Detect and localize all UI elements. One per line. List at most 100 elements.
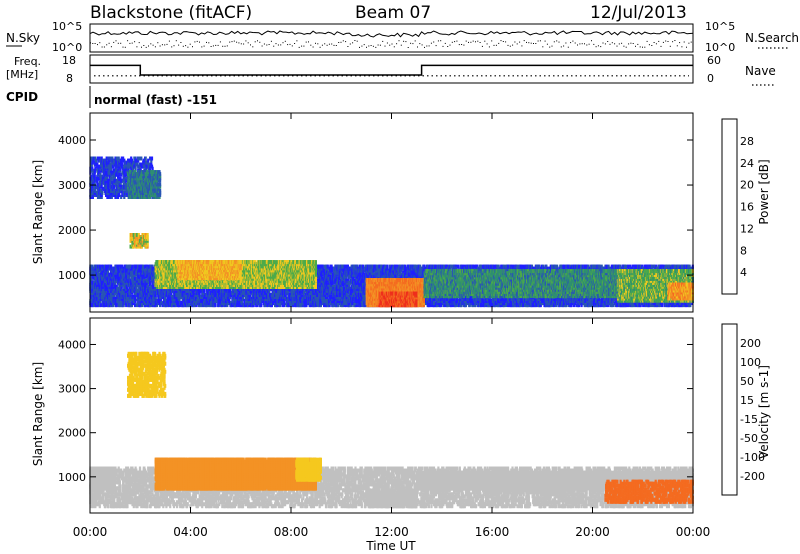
noise-search-point — [201, 46, 202, 47]
noise-search-point — [361, 46, 362, 47]
noise-search-point — [97, 44, 98, 45]
noise-search-point — [392, 44, 393, 45]
noise-panel: N.Sky 10^5 10^0 10^5 10^0 N.Search — [6, 20, 799, 54]
noise-search-point — [306, 42, 307, 43]
noise-search-point — [470, 42, 471, 43]
freq-unit-label: [MHz] — [6, 68, 38, 81]
freq-trace — [90, 65, 693, 75]
noise-search-point — [647, 41, 648, 42]
noise-search-point — [104, 47, 105, 48]
noise-search-point — [264, 44, 265, 45]
noise-search-point — [183, 46, 184, 47]
freq-frame — [90, 55, 693, 83]
noise-search-point — [252, 46, 253, 47]
noise-search-point — [164, 44, 165, 45]
noise-search-point — [366, 47, 367, 48]
noise-search-point — [206, 42, 207, 43]
noise-search-point — [535, 43, 536, 44]
noise-search-point — [591, 40, 592, 41]
noise-search-point — [422, 44, 423, 45]
noise-search-point — [540, 40, 541, 41]
noise-search-point — [482, 46, 483, 47]
noise-search-point — [454, 41, 455, 42]
noise-search-point — [241, 43, 242, 44]
noise-search-point — [266, 45, 267, 46]
noise-search-point — [496, 45, 497, 46]
noise-search-point — [436, 45, 437, 46]
noise-search-point — [222, 46, 223, 47]
noise-sky-label: N.Sky — [6, 31, 40, 45]
noise-search-point — [672, 41, 673, 42]
freq-label: Freq. — [14, 55, 41, 68]
noise-search-point — [508, 45, 509, 46]
noise-search-point — [628, 43, 629, 44]
noise-search-point — [556, 40, 557, 41]
noise-search-point — [278, 45, 279, 46]
noise-search-point — [579, 43, 580, 44]
heatmap-cell — [116, 287, 118, 291]
noise-search-point — [491, 40, 492, 41]
noise-search-point — [415, 40, 416, 41]
heatmap-cell — [100, 303, 102, 307]
noise-search-point — [593, 44, 594, 45]
noise-search-point — [120, 43, 121, 44]
noise-search-point — [285, 41, 286, 42]
noise-search-point — [466, 41, 467, 42]
noise-search-point — [178, 45, 179, 46]
noise-search-point — [426, 46, 427, 47]
noise-search-point — [315, 43, 316, 44]
noise-search-point — [225, 46, 226, 47]
noise-search-point — [450, 45, 451, 46]
noise-search-point — [684, 42, 685, 43]
noise-search-point — [443, 46, 444, 47]
nave-tick-bottom: 0 — [707, 72, 714, 85]
noise-sky-trace — [90, 31, 693, 37]
noise-search-point — [380, 45, 381, 46]
noise-search-point — [477, 41, 478, 42]
noise-search-point — [271, 41, 272, 42]
noise-search-point — [139, 42, 140, 43]
noise-search-point — [95, 43, 96, 44]
noise-search-point — [102, 47, 103, 48]
noise-search-point — [405, 41, 406, 42]
noise-search-point — [127, 40, 128, 41]
noise-search-point — [111, 46, 112, 47]
noise-search-point — [452, 42, 453, 43]
noise-search-point — [538, 41, 539, 42]
noise-search-point — [626, 47, 627, 48]
noise-search-point — [565, 43, 566, 44]
noise-search-point — [185, 45, 186, 46]
noise-search-point — [521, 45, 522, 46]
noise-search-point — [635, 46, 636, 47]
noise-search-point — [524, 40, 525, 41]
noise-search-point — [276, 43, 277, 44]
noise-search-point — [90, 42, 91, 43]
noise-search-point — [125, 47, 126, 48]
noise-search-point — [371, 45, 372, 46]
noise-search-point — [113, 42, 114, 43]
noise-search-point — [218, 45, 219, 46]
noise-search-point — [623, 46, 624, 47]
noise-search-point — [199, 42, 200, 43]
noise-search-point — [106, 44, 107, 45]
noise-search-trace — [90, 40, 692, 48]
noise-search-point — [668, 41, 669, 42]
noise-search-point — [456, 41, 457, 42]
noise-search-point — [621, 43, 622, 44]
noise-search-point — [143, 45, 144, 46]
noise-search-point — [169, 41, 170, 42]
noise-search-point — [403, 41, 404, 42]
noise-search-point — [681, 46, 682, 47]
noise-search-point — [92, 43, 93, 44]
noise-search-point — [336, 45, 337, 46]
noise-search-point — [674, 40, 675, 41]
noise-search-point — [412, 43, 413, 44]
noise-search-point — [545, 41, 546, 42]
noise-search-point — [227, 45, 228, 46]
noise-search-point — [559, 42, 560, 43]
noise-search-point — [640, 46, 641, 47]
noise-search-point — [582, 43, 583, 44]
noise-search-point — [501, 40, 502, 41]
power-panel: 1000200030004000 Slant Range [km] 481216… — [31, 113, 771, 312]
noise-search-point — [317, 43, 318, 44]
